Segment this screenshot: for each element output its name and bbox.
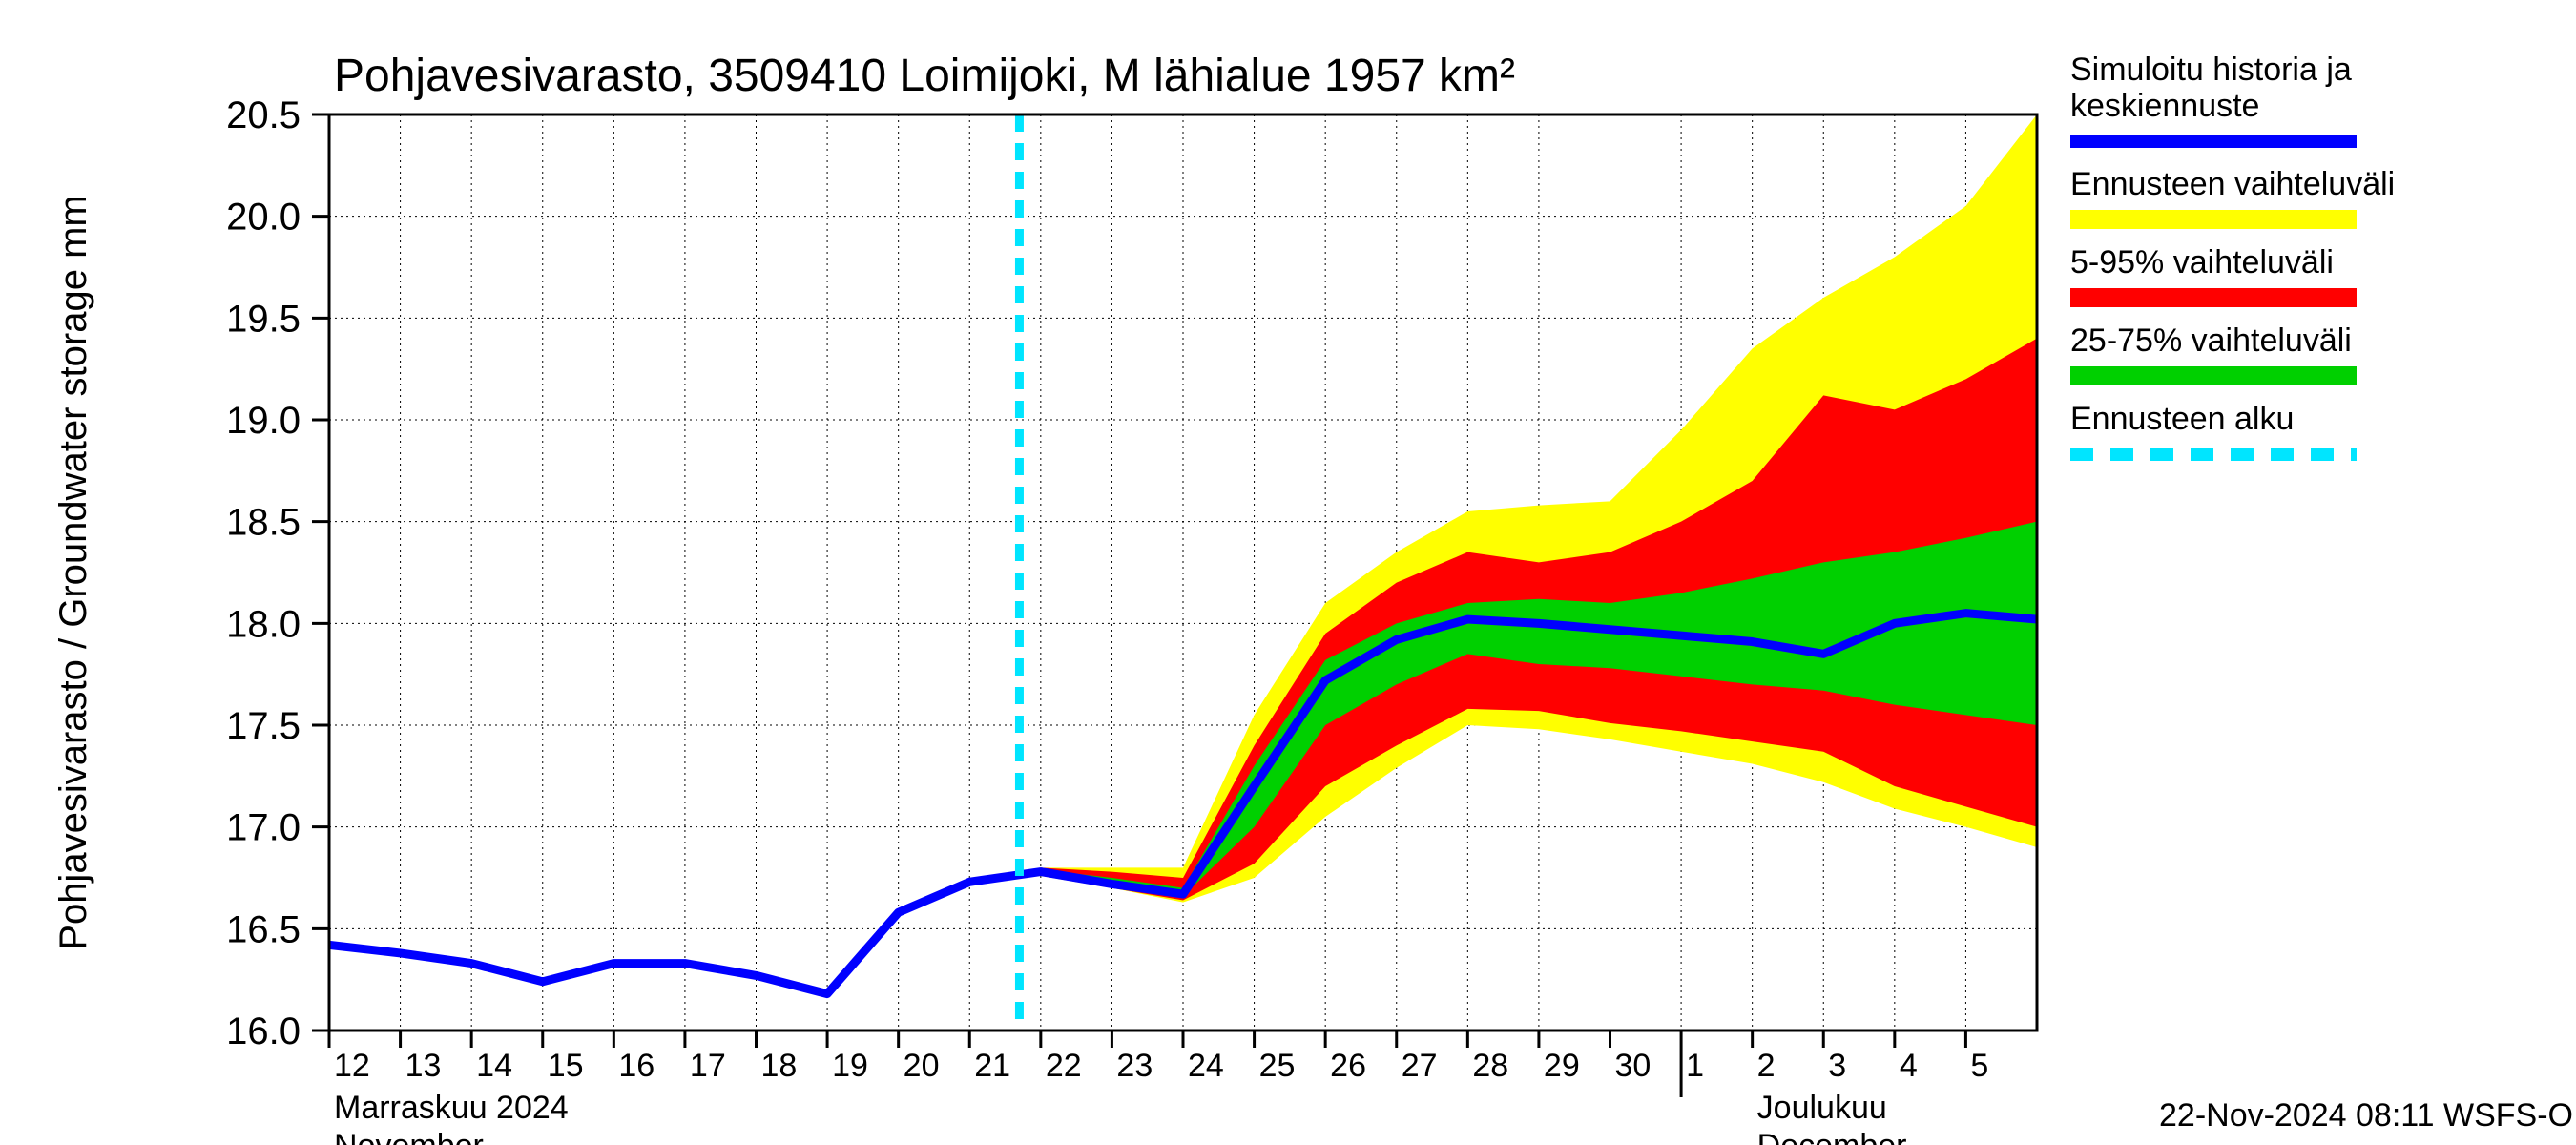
xtick-label: 19 xyxy=(832,1048,868,1084)
ytick-label: 18.0 xyxy=(226,603,301,645)
xtick-label: 1 xyxy=(1686,1048,1704,1084)
legend-swatch xyxy=(2070,366,2357,385)
ytick-label: 18.5 xyxy=(226,502,301,544)
xtick-label: 5 xyxy=(1970,1048,1988,1084)
xtick-label: 17 xyxy=(690,1048,726,1084)
chart-title: Pohjavesivarasto, 3509410 Loimijoki, M l… xyxy=(334,51,1515,101)
ytick-label: 20.0 xyxy=(226,197,301,239)
chart-container: 16.0 16.5 17.0 17.5 18.0 18.5 19.0 19.5 20.0 20.5… xyxy=(0,0,2576,1145)
ytick-label: 17.0 xyxy=(226,807,301,849)
chart-svg: 16.0 16.5 17.0 17.5 18.0 18.5 19.0 19.5 20.0 20.5… xyxy=(0,0,2576,1145)
ytick-label: 17.5 xyxy=(226,705,301,747)
legend-swatch xyxy=(2070,288,2357,307)
ytick-label: 19.0 xyxy=(226,400,301,442)
xtick-label: 28 xyxy=(1472,1048,1508,1084)
xtick-label: 2 xyxy=(1757,1048,1776,1084)
xtick-label: 23 xyxy=(1116,1048,1153,1084)
legend-swatch xyxy=(2070,210,2357,229)
xtick-label: 4 xyxy=(1900,1048,1918,1084)
legend-label: keskiennuste xyxy=(2070,88,2259,124)
xtick-label: 18 xyxy=(761,1048,798,1084)
xtick-label: 29 xyxy=(1544,1048,1580,1084)
xtick-label: 30 xyxy=(1615,1048,1652,1084)
xtick-label: 13 xyxy=(405,1048,442,1084)
legend-label: 5-95% vaihteluväli xyxy=(2070,244,2334,281)
y-axis-label: Pohjavesivarasto / Groundwater storage m… xyxy=(52,195,94,949)
xtick-label: 15 xyxy=(548,1048,584,1084)
xtick-label: 27 xyxy=(1402,1048,1438,1084)
xtick-label: 26 xyxy=(1330,1048,1366,1084)
ytick-label: 19.5 xyxy=(226,298,301,340)
month-label: Joulukuu xyxy=(1757,1090,1887,1126)
legend-label: 25-75% vaihteluväli xyxy=(2070,323,2352,359)
legend-label: Ennusteen alku xyxy=(2070,401,2294,437)
month-label: December xyxy=(1757,1128,1907,1145)
month-label: Marraskuu 2024 xyxy=(334,1090,569,1126)
xtick-label: 14 xyxy=(476,1048,512,1084)
xtick-label: 22 xyxy=(1046,1048,1082,1084)
legend-label: Ennusteen vaihteluväli xyxy=(2070,166,2395,202)
month-label: November xyxy=(334,1128,484,1145)
xtick-label: 25 xyxy=(1259,1048,1296,1084)
xtick-label: 3 xyxy=(1828,1048,1846,1084)
ytick-label: 20.5 xyxy=(226,94,301,136)
xtick-label: 20 xyxy=(904,1048,940,1084)
xtick-label: 16 xyxy=(618,1048,654,1084)
legend-label: Simuloitu historia ja xyxy=(2070,52,2352,88)
timestamp: 22-Nov-2024 08:11 WSFS-O xyxy=(2159,1097,2573,1134)
xtick-label: 21 xyxy=(974,1048,1010,1084)
xtick-label: 12 xyxy=(334,1048,370,1084)
ytick-label: 16.0 xyxy=(226,1010,301,1052)
ytick-label: 16.5 xyxy=(226,908,301,950)
xtick-label: 24 xyxy=(1188,1048,1224,1084)
